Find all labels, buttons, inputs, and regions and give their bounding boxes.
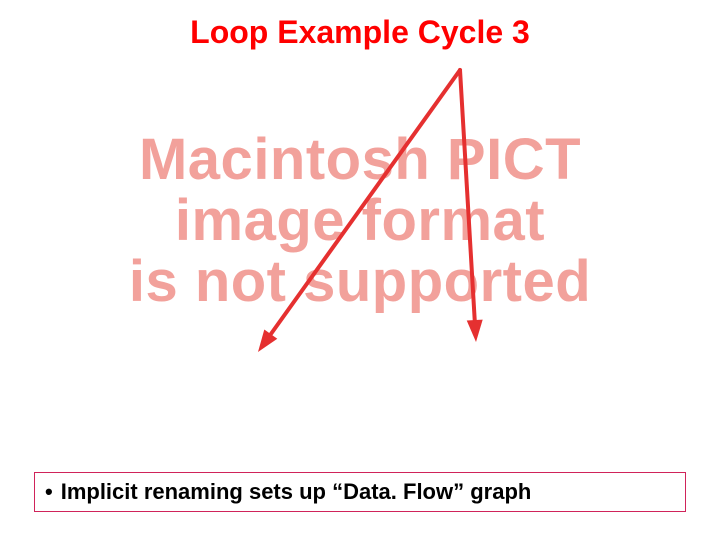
pict-line-1: Macintosh PICT [0,130,720,191]
bullet-callout-box: • Implicit renaming sets up “Data. Flow”… [34,472,686,512]
pict-line-2: image format [0,191,720,252]
bullet-text: Implicit renaming sets up “Data. Flow” g… [61,479,532,505]
bullet-marker: • [45,479,53,505]
pict-unsupported-message: Macintosh PICT image format is not suppo… [0,130,720,313]
pict-line-3: is not supported [0,252,720,313]
slide-title: Loop Example Cycle 3 [0,0,720,51]
